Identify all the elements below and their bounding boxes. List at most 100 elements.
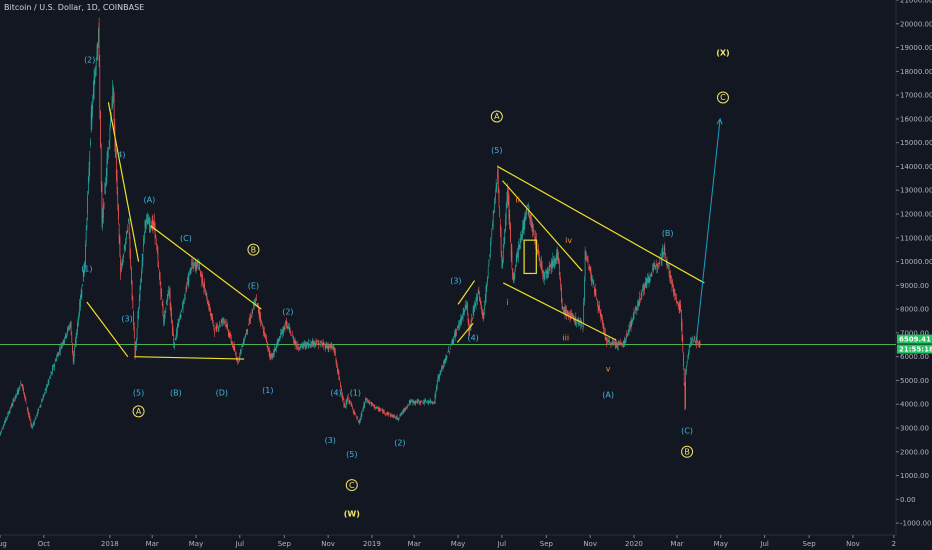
x-tick-label: Nov: [321, 540, 335, 548]
candle-body: [673, 289, 675, 294]
candle-body: [67, 327, 69, 329]
candle-body: [210, 313, 212, 318]
candle-body: [245, 334, 246, 338]
candle-body: [342, 394, 343, 400]
candle-body: [248, 321, 250, 323]
candle-body: [329, 345, 331, 348]
candle-body: [445, 357, 447, 361]
candle-body: [353, 410, 355, 414]
candle-body: [159, 274, 161, 285]
candle-body: [649, 278, 651, 280]
candle-body: [642, 285, 644, 291]
candle-body: [628, 327, 630, 332]
candle-body: [686, 361, 688, 365]
candle-body: [34, 420, 35, 424]
candle-body: [243, 341, 244, 345]
candle-body: [416, 400, 418, 403]
candle-body: [128, 218, 129, 222]
candle-body: [615, 343, 617, 346]
candle-body: [53, 365, 55, 367]
candle-body: [428, 401, 429, 404]
candle-body: [550, 263, 552, 265]
candle-body: [359, 419, 361, 425]
candle-body: [660, 254, 661, 256]
candle-body: [684, 382, 686, 410]
candle-body: [467, 302, 468, 314]
candle-body: [635, 308, 637, 310]
candle-body: [551, 260, 553, 268]
candle-body: [79, 302, 81, 315]
candle-body: [322, 342, 324, 344]
candle-body: [152, 220, 154, 227]
candle-body: [184, 297, 185, 299]
candle-body: [193, 264, 195, 269]
candle-body: [138, 307, 139, 319]
candle-body: [560, 279, 562, 288]
candle-body: [442, 366, 444, 370]
candle-body: [607, 340, 609, 342]
candle-body: [486, 282, 488, 289]
candle-body: [506, 200, 508, 205]
candle-body: [668, 265, 670, 274]
candle-body: [517, 253, 518, 257]
candle-body: [675, 298, 677, 299]
candle-body: [161, 288, 162, 297]
candle-body: [318, 340, 320, 347]
candle-body: [130, 253, 132, 266]
candle-body: [678, 303, 679, 306]
candle-body: [637, 302, 639, 308]
candle-body: [621, 342, 623, 343]
candle-body: [98, 28, 99, 41]
candle-body: [31, 427, 33, 429]
candle-body: [476, 296, 478, 298]
candle-body: [554, 260, 556, 263]
candle-body: [6, 416, 8, 419]
wave-label: (1): [262, 386, 273, 395]
candle-body: [5, 418, 7, 423]
candle-body: [146, 218, 148, 220]
candle-body: [41, 400, 42, 404]
candle-body: [355, 415, 357, 416]
candle-body: [274, 349, 276, 351]
candle-body: [197, 260, 198, 266]
candle-body: [222, 318, 224, 321]
candle-body: [259, 313, 261, 318]
candle-body: [399, 415, 401, 417]
candle-body: [115, 141, 116, 152]
candle-body: [148, 222, 150, 228]
candle-body: [153, 222, 154, 225]
candle-body: [316, 343, 317, 345]
candle-body: [360, 414, 362, 419]
candle-body: [378, 408, 379, 411]
candle-body: [449, 351, 450, 352]
candle-body: [87, 195, 88, 214]
candle-body: [367, 400, 368, 403]
candle-body: [622, 344, 624, 347]
candle-body: [51, 372, 53, 374]
candle-body: [84, 261, 86, 270]
candle-body: [398, 418, 399, 420]
candle-body: [383, 410, 384, 413]
candle-body: [370, 402, 372, 405]
candle-body: [693, 340, 694, 341]
candle-body: [154, 220, 155, 227]
wave-label-circle: [345, 479, 358, 492]
candle-body: [395, 418, 396, 419]
candle-body: [485, 286, 487, 299]
x-tick-label: Oct: [38, 540, 50, 548]
candle-body: [202, 284, 204, 287]
candle-body: [612, 340, 614, 343]
candle-body: [571, 313, 572, 316]
candle-body: [11, 404, 13, 407]
candle-body: [90, 112, 92, 131]
candle-body: [617, 343, 618, 346]
candle-body: [82, 283, 83, 286]
candle-body: [696, 342, 697, 345]
candle-body: [682, 337, 684, 351]
candle-body: [639, 296, 641, 304]
candle-body: [141, 259, 143, 268]
candle-body: [123, 250, 125, 252]
candle-body: [3, 425, 4, 428]
